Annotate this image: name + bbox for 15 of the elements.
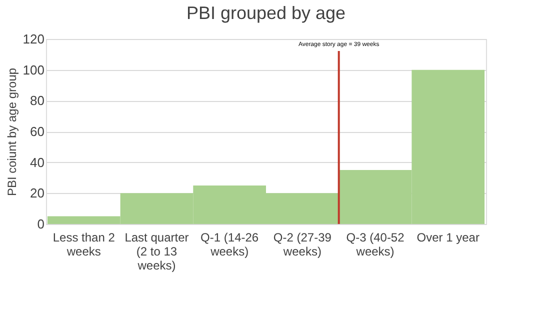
y-tick-label: 20	[30, 186, 44, 201]
x-tick-label: Over 1 year	[416, 230, 480, 244]
x-tick-label: Q-1 (14-26 weeks)	[200, 230, 259, 258]
y-tick-label: 60	[30, 124, 44, 139]
y-tick-label: 80	[30, 93, 44, 108]
y-tick-label: 120	[22, 32, 44, 46]
y-axis-title: PBI coiunt by age group	[4, 68, 19, 196]
chart-title: PBI grouped by age	[186, 3, 346, 23]
x-tick-label: Less than 2 weeks	[52, 230, 116, 258]
x-tick-label: Last quarter (2 to 13 weeks)	[124, 230, 189, 272]
y-tick-label: 40	[30, 154, 44, 170]
y-tick-label: 0	[37, 216, 44, 232]
y-tick-label: 100	[22, 62, 44, 78]
x-tick-label: Q-2 (27-39 weeks)	[273, 230, 332, 258]
x-tick-label: Q-3 (40-52 weeks)	[346, 230, 405, 258]
